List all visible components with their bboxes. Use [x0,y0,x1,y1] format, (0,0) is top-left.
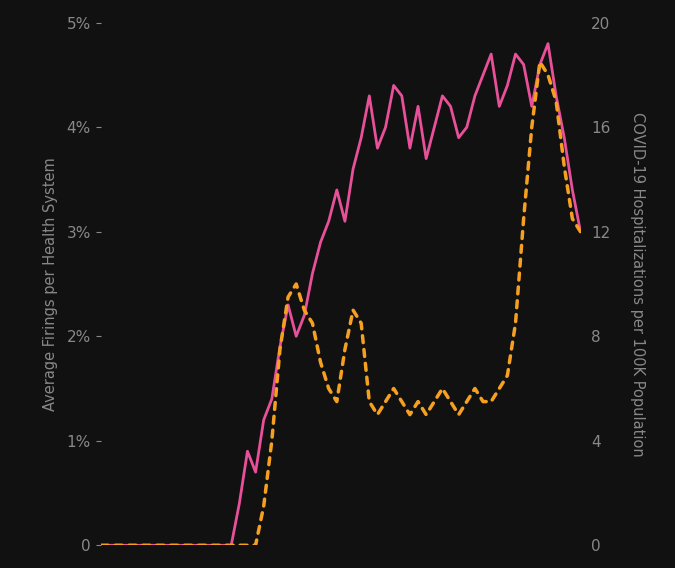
Y-axis label: Average Firings per Health System: Average Firings per Health System [43,157,58,411]
Y-axis label: COVID-19 Hospitalizations per 100K Population: COVID-19 Hospitalizations per 100K Popul… [630,112,645,456]
